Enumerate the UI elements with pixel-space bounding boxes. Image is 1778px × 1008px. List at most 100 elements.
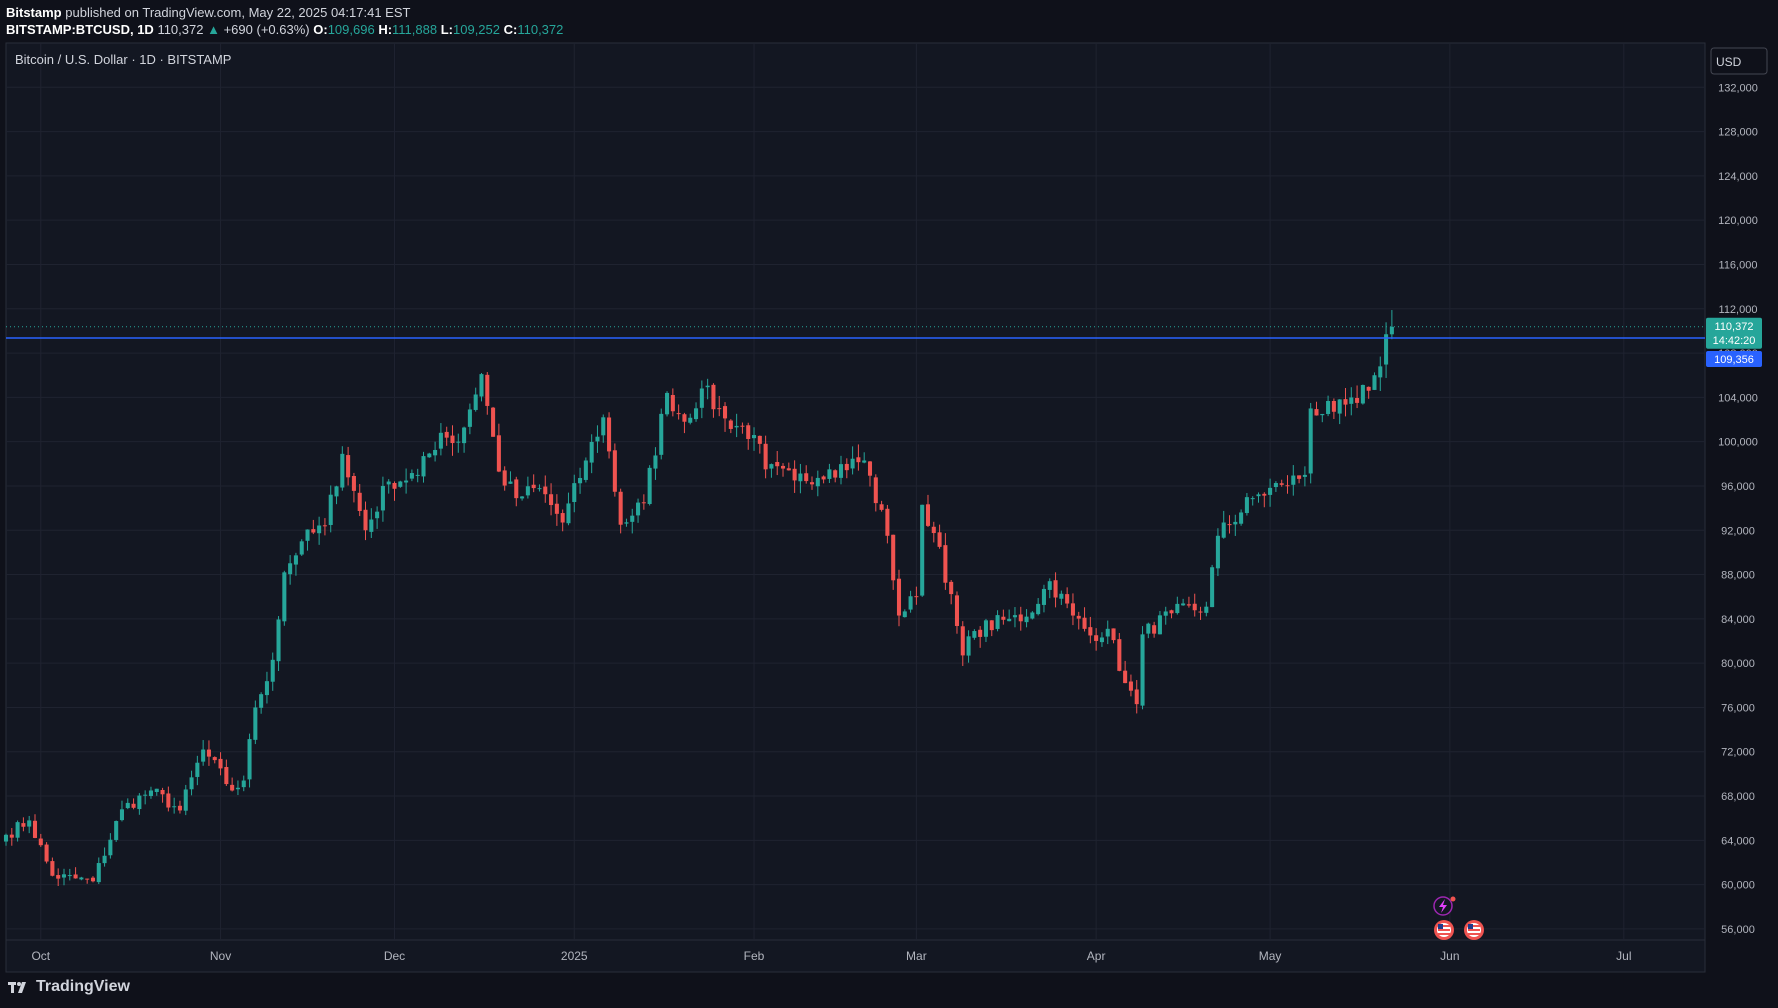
- candle[interactable]: [908, 590, 913, 613]
- candle-body[interactable]: [1314, 409, 1319, 416]
- candle-body[interactable]: [1291, 475, 1296, 485]
- candle-body[interactable]: [462, 427, 467, 444]
- candle-body[interactable]: [751, 435, 757, 439]
- candle[interactable]: [734, 413, 739, 438]
- candle[interactable]: [1152, 621, 1157, 638]
- candle-body[interactable]: [694, 408, 699, 420]
- candle[interactable]: [61, 868, 67, 886]
- candle[interactable]: [896, 569, 902, 627]
- candle[interactable]: [694, 402, 699, 422]
- candle[interactable]: [525, 476, 530, 499]
- candle-body[interactable]: [1030, 612, 1035, 619]
- candle-body[interactable]: [1047, 581, 1052, 590]
- candle-body[interactable]: [1082, 617, 1087, 629]
- candle[interactable]: [346, 446, 351, 486]
- candle[interactable]: [1024, 609, 1029, 628]
- candle-body[interactable]: [1326, 400, 1331, 415]
- candle[interactable]: [711, 383, 716, 418]
- candle-body[interactable]: [914, 596, 919, 598]
- candle[interactable]: [925, 494, 931, 527]
- candle-body[interactable]: [804, 473, 809, 482]
- candle[interactable]: [595, 425, 600, 453]
- candle[interactable]: [224, 759, 229, 786]
- candle-body[interactable]: [340, 453, 345, 488]
- candle[interactable]: [1302, 466, 1307, 487]
- candle-body[interactable]: [183, 789, 188, 811]
- candle[interactable]: [1331, 398, 1336, 419]
- candle[interactable]: [636, 498, 641, 523]
- candle-body[interactable]: [427, 453, 432, 458]
- candle-body[interactable]: [299, 541, 304, 555]
- candle[interactable]: [728, 419, 733, 434]
- candle-body[interactable]: [44, 844, 49, 862]
- candle[interactable]: [177, 800, 182, 814]
- candle[interactable]: [380, 476, 385, 522]
- candle[interactable]: [867, 461, 873, 487]
- candle-body[interactable]: [317, 525, 322, 534]
- candle-body[interactable]: [1088, 627, 1093, 636]
- candle[interactable]: [983, 618, 988, 643]
- candle[interactable]: [456, 433, 461, 453]
- candle-body[interactable]: [363, 509, 368, 531]
- candle[interactable]: [856, 444, 861, 471]
- candle[interactable]: [769, 463, 774, 478]
- candle[interactable]: [844, 458, 849, 479]
- candle[interactable]: [1291, 465, 1296, 496]
- candle[interactable]: [1111, 628, 1116, 644]
- candle[interactable]: [1349, 387, 1354, 416]
- candle[interactable]: [1227, 515, 1232, 534]
- candle-body[interactable]: [682, 414, 687, 422]
- candle[interactable]: [960, 621, 965, 666]
- candle-body[interactable]: [833, 470, 838, 478]
- candle-body[interactable]: [32, 820, 38, 838]
- candle[interactable]: [891, 534, 896, 590]
- candle-body[interactable]: [108, 839, 113, 856]
- candle[interactable]: [479, 372, 484, 402]
- candle-body[interactable]: [572, 483, 577, 503]
- candle-body[interactable]: [1111, 628, 1116, 641]
- candle[interactable]: [1065, 587, 1070, 609]
- candle-body[interactable]: [566, 503, 571, 524]
- candle[interactable]: [195, 755, 200, 786]
- candle[interactable]: [763, 435, 768, 479]
- candle-body[interactable]: [1007, 618, 1012, 622]
- candle-body[interactable]: [728, 420, 733, 429]
- candle[interactable]: [543, 475, 548, 503]
- candle[interactable]: [1123, 660, 1128, 684]
- candle-body[interactable]: [1181, 603, 1186, 606]
- candle[interactable]: [438, 423, 443, 456]
- candle-body[interactable]: [1256, 494, 1261, 497]
- candle[interactable]: [746, 422, 751, 450]
- candle-body[interactable]: [502, 470, 507, 486]
- candle-body[interactable]: [1302, 474, 1307, 477]
- candle-body[interactable]: [1215, 535, 1220, 569]
- candle-body[interactable]: [1024, 616, 1029, 623]
- candle-body[interactable]: [421, 456, 426, 477]
- candle[interactable]: [1389, 310, 1394, 340]
- candle[interactable]: [363, 501, 368, 541]
- candle-body[interactable]: [241, 780, 246, 788]
- candle-body[interactable]: [160, 789, 165, 795]
- candle[interactable]: [114, 820, 119, 842]
- candle[interactable]: [676, 404, 681, 420]
- candle-body[interactable]: [404, 480, 409, 483]
- candle-body[interactable]: [809, 482, 815, 485]
- candle-body[interactable]: [867, 461, 873, 476]
- currency-button[interactable]: USD: [1710, 47, 1768, 75]
- candle-body[interactable]: [1099, 637, 1104, 643]
- candle[interactable]: [299, 539, 304, 556]
- candle[interactable]: [717, 395, 722, 417]
- candle[interactable]: [1378, 356, 1383, 391]
- candle-body[interactable]: [305, 529, 310, 541]
- candle[interactable]: [293, 552, 298, 576]
- candle-body[interactable]: [1297, 475, 1302, 479]
- candle[interactable]: [949, 580, 954, 605]
- candle[interactable]: [450, 425, 455, 456]
- candle-body[interactable]: [583, 460, 588, 480]
- candle[interactable]: [1239, 509, 1244, 526]
- candle[interactable]: [241, 775, 246, 792]
- candle[interactable]: [160, 787, 165, 803]
- candle-body[interactable]: [1134, 689, 1139, 705]
- candle-body[interactable]: [1001, 616, 1006, 620]
- candle-body[interactable]: [850, 458, 855, 469]
